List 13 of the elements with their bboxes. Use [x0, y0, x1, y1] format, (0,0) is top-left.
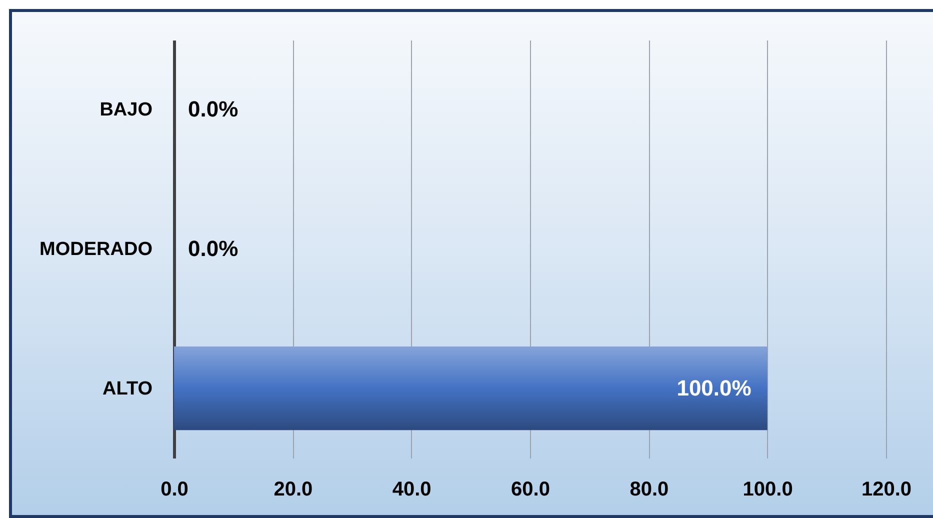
- data-label: 0.0%: [188, 236, 238, 261]
- data-label: 0.0%: [188, 96, 238, 122]
- x-tick-label: 40.0: [392, 478, 432, 500]
- x-tick-label: 0.0: [160, 478, 188, 500]
- x-tick-label: 100.0: [742, 478, 793, 500]
- y-tick-label: BAJO: [100, 100, 152, 121]
- x-tick-label: 20.0: [274, 478, 313, 500]
- y-tick-label: MODERADO: [40, 239, 152, 260]
- x-tick-label: 60.0: [511, 478, 550, 500]
- y-tick-label: ALTO: [102, 378, 152, 400]
- x-tick-label: 80.0: [630, 478, 669, 500]
- data-label: 100.0%: [676, 375, 752, 400]
- x-tick-label: 120.0: [861, 478, 912, 500]
